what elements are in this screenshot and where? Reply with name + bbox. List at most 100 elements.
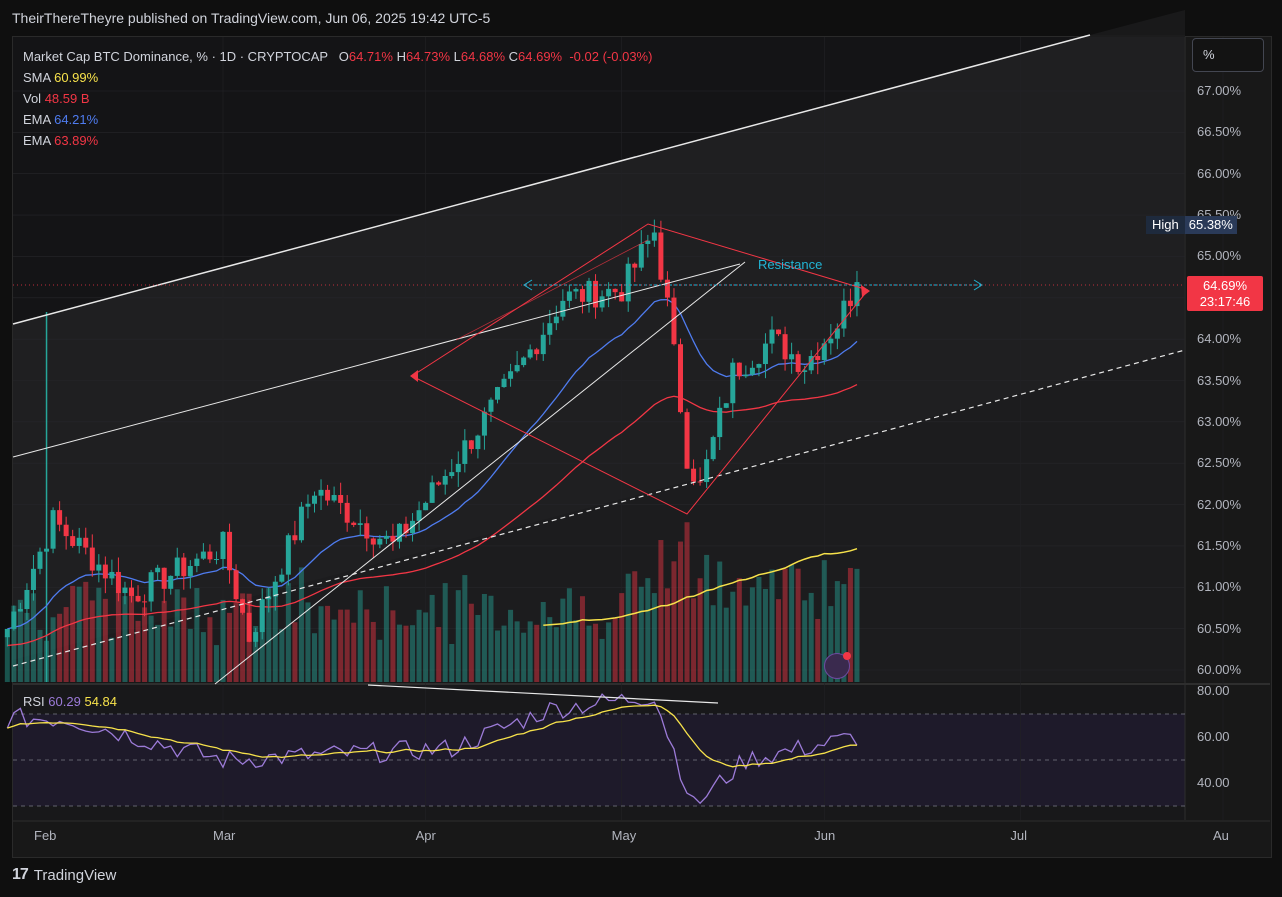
volume-bar	[63, 607, 69, 682]
lower-channel-line	[12, 263, 741, 458]
candle-body	[161, 567, 167, 589]
ema-fast-row[interactable]: EMA 64.21%	[23, 109, 652, 130]
low-label: L	[453, 49, 461, 64]
candle-body	[730, 362, 736, 404]
unit-selector[interactable]: %	[1192, 38, 1264, 72]
candle-body	[808, 356, 814, 371]
symbol-row: Market Cap BTC Dominance, % · 1D · CRYPT…	[23, 46, 652, 67]
price-tick-label: 67.00%	[1197, 83, 1242, 98]
candle-body	[521, 357, 527, 366]
volume-bar	[808, 592, 814, 682]
candle-body	[109, 571, 115, 579]
volume-bar	[259, 609, 265, 682]
volume-bar	[50, 617, 56, 682]
price-tick-label: 61.50%	[1197, 537, 1242, 553]
high-label: H	[396, 49, 406, 64]
candle-body	[364, 523, 370, 539]
candle-body	[331, 495, 337, 501]
volume-bar	[756, 576, 762, 682]
time-tick-label: Au	[1212, 828, 1229, 843]
ema-slow-row[interactable]: EMA 63.89%	[23, 130, 652, 151]
volume-bar	[364, 609, 370, 682]
volume-bar	[37, 629, 43, 682]
candle-body	[181, 557, 187, 577]
volume-bar	[11, 605, 17, 682]
symbol-title[interactable]: Market Cap BTC Dominance, % · 1D · CRYPT…	[23, 49, 328, 64]
candle-body	[795, 354, 801, 372]
volume-bar	[109, 637, 115, 682]
volume-bar	[527, 621, 533, 682]
volume-bar	[449, 644, 455, 682]
candle-body	[566, 291, 572, 301]
candle-body	[599, 296, 605, 308]
candle-body	[76, 537, 82, 546]
high-value: 64.73%	[405, 49, 451, 64]
tradingview-mark-icon: 17	[12, 866, 29, 883]
candle-body	[821, 343, 827, 361]
candle-body	[370, 538, 376, 545]
candle-body	[802, 370, 808, 372]
candle-body	[246, 612, 252, 642]
price-tick-label: 62.00%	[1197, 496, 1242, 512]
ema-slow-line	[7, 384, 858, 647]
volume-bar	[514, 621, 520, 682]
upper-channel-zone	[13, 35, 1185, 324]
volume-bar	[697, 578, 703, 682]
candle-body	[390, 535, 396, 542]
candle-body	[468, 440, 474, 450]
volume-bar	[24, 612, 30, 682]
volume-bar	[312, 633, 317, 682]
candle-body	[102, 564, 108, 579]
volume-bar	[612, 618, 618, 682]
volume-bar	[96, 587, 102, 682]
price-tick-label: 65.00%	[1197, 248, 1242, 264]
volume-bar	[462, 575, 468, 682]
volume-bar	[834, 581, 840, 682]
candle-body	[4, 628, 10, 638]
candle-body	[462, 440, 468, 464]
candle-body	[488, 399, 494, 412]
candle-body	[664, 279, 670, 298]
flash-icon[interactable]	[824, 652, 851, 679]
resistance-label[interactable]: Resistance	[758, 257, 823, 272]
price-tick-label: 61.00%	[1197, 579, 1242, 595]
candle-body	[547, 323, 553, 335]
open-label: O	[338, 49, 349, 64]
volume-bar	[318, 606, 324, 682]
chart-legend: Market Cap BTC Dominance, % · 1D · CRYPT…	[23, 46, 652, 151]
candle-body	[756, 364, 762, 368]
tradingview-logo[interactable]: 17 TradingView	[12, 866, 116, 884]
rsi-value: 60.29	[48, 694, 81, 709]
rsi-ma-value: 54.84	[84, 694, 118, 709]
volume-bar	[710, 605, 716, 682]
high-badge: High 65.38%	[1146, 216, 1237, 234]
close-value: 64.69%	[518, 49, 563, 64]
candle-body	[508, 371, 514, 379]
volume-bar	[383, 586, 389, 682]
volume-bar	[495, 630, 500, 682]
price-tick-label: 66.00%	[1197, 165, 1242, 181]
candle-body	[749, 367, 755, 375]
volume-bar	[266, 588, 272, 682]
high-badge-label: High	[1146, 216, 1185, 234]
candle-body	[220, 531, 226, 560]
price-tick-label: 60.00%	[1197, 662, 1242, 677]
open-value: 64.71%	[348, 49, 393, 64]
candle-body	[70, 536, 76, 546]
volume-bar	[625, 573, 631, 682]
candle-body	[691, 468, 697, 482]
sma-row[interactable]: SMA 60.99%	[23, 67, 652, 88]
rsi-legend[interactable]: RSI 60.29 54.84	[23, 694, 117, 709]
candle-body	[481, 411, 487, 436]
candle-body	[815, 356, 821, 361]
candle-body	[586, 280, 592, 302]
volume-bar	[122, 596, 128, 682]
volume-bar	[390, 610, 396, 682]
volume-bar	[678, 541, 683, 682]
candle-body	[710, 437, 716, 460]
candle-body	[534, 349, 540, 355]
volume-bar	[102, 598, 108, 682]
candle-body	[658, 232, 664, 280]
vol-row[interactable]: Vol 48.59 B	[23, 88, 652, 109]
